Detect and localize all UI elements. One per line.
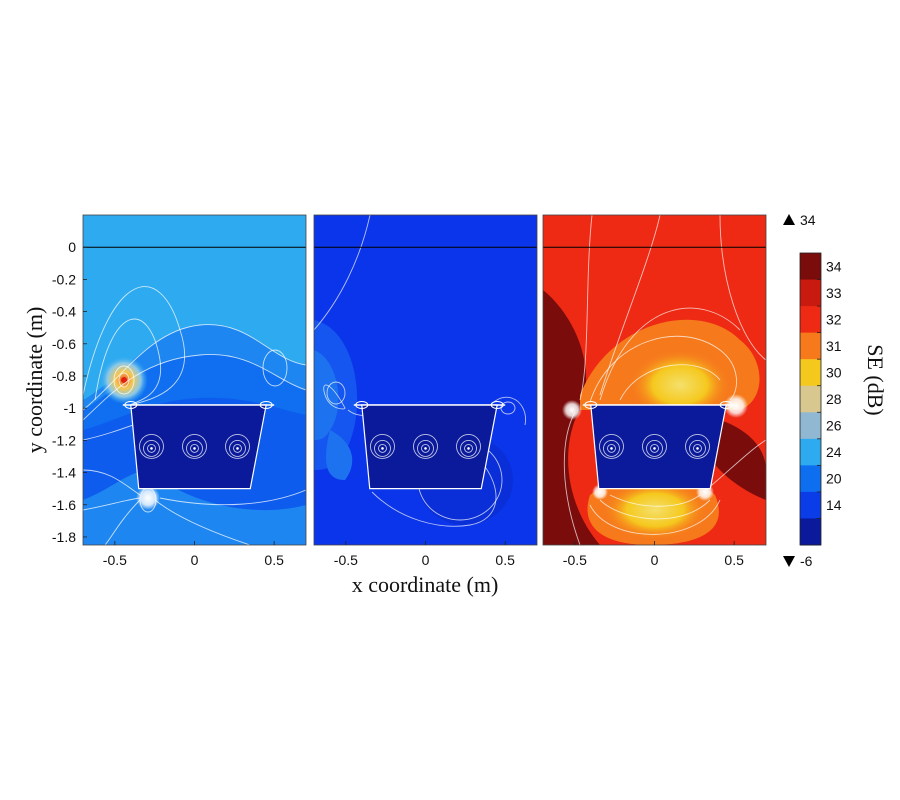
colorbar-tick-label-1: 34 bbox=[826, 258, 842, 274]
panel-a-conductor-2-ring-2 bbox=[186, 439, 203, 457]
colorbar-frame bbox=[799, 252, 822, 546]
colorbar-tick-label-2: 33 bbox=[826, 285, 842, 301]
y-tick-label-8: -1.4 bbox=[52, 465, 76, 481]
panel-c-conductor-1-ring-3 bbox=[607, 443, 616, 453]
panel-a-conductor-2 bbox=[193, 447, 196, 450]
panel-c-conductor-1-ring-1 bbox=[599, 433, 624, 459]
colorbar-tick-label-6: 28 bbox=[826, 391, 842, 407]
y-tick-label-4: -0.6 bbox=[52, 336, 76, 352]
panel-c-conductor-3-ring-2 bbox=[689, 439, 706, 457]
y-tick-label-1: 0 bbox=[68, 239, 76, 255]
panel-c-conductor-1 bbox=[610, 447, 613, 450]
panel-b-conductor-2 bbox=[424, 447, 427, 450]
panel-c-conductor-3 bbox=[696, 447, 699, 450]
panel-b-conductor-2-ring-1 bbox=[413, 433, 438, 459]
y-tick-label-5: -0.8 bbox=[52, 368, 76, 384]
panel-a bbox=[83, 215, 306, 545]
y-tick-label-3: -0.4 bbox=[52, 304, 76, 320]
colorbar-tick-label-9: 20 bbox=[826, 471, 842, 487]
panel-a-conductor-3-ring-2 bbox=[229, 439, 246, 457]
panel-a-conductor-3-ring-3 bbox=[233, 443, 242, 453]
colorbar-tick-label-3: 32 bbox=[826, 311, 842, 327]
colorbar-swatch-8 bbox=[800, 438, 821, 466]
panel-c bbox=[543, 215, 766, 545]
colorbar-swatch-4 bbox=[800, 332, 821, 360]
y-tick-label-9: -1.6 bbox=[52, 497, 76, 513]
panel-b-x-tick-label-2: 0 bbox=[422, 552, 430, 568]
panel-c-conductor-2 bbox=[653, 447, 656, 450]
colorbar-tick-label-5: 30 bbox=[826, 364, 842, 380]
colorbar-over-marker bbox=[783, 214, 795, 225]
panel-b-x-tick-label-3: 0.5 bbox=[495, 552, 515, 568]
colorbar-swatch-7 bbox=[800, 412, 821, 440]
colorbar-swatch-5 bbox=[800, 359, 821, 387]
y-tick-label-6: -1 bbox=[64, 400, 77, 416]
panel-b-conductor-1-ring-1 bbox=[370, 433, 395, 459]
panel-b-conductor-2-ring-2 bbox=[417, 439, 434, 457]
panel-a-conductor-1 bbox=[150, 447, 153, 450]
panel-a-conductor-1-ring-1 bbox=[139, 433, 164, 459]
panel-a-conductor-3-ring-1 bbox=[225, 433, 250, 459]
colorbar-tick-label-7: 26 bbox=[826, 418, 842, 434]
y-axis-title: y coordinate (m) bbox=[22, 307, 47, 454]
panel-c-lower-lobe bbox=[603, 480, 707, 540]
panel-c-conductor-3-ring-1 bbox=[685, 433, 710, 459]
colorbar-over-label: 34 bbox=[800, 212, 816, 228]
panel-a-conductor-2-ring-3 bbox=[190, 443, 199, 453]
panel-a-conductor-3 bbox=[236, 447, 239, 450]
panel-b-conductor-2-ring-3 bbox=[421, 443, 430, 453]
panel-c-conductor-2-ring-1 bbox=[642, 433, 667, 459]
panel-c-conductor-3-ring-3 bbox=[693, 443, 702, 453]
panel-b-conductor-1 bbox=[381, 447, 384, 450]
y-tick-label-7: -1.2 bbox=[52, 432, 76, 448]
panel-a-conductor-2-ring-1 bbox=[182, 433, 207, 459]
colorbar-title: SE (dB) bbox=[863, 344, 888, 416]
colorbar-swatch-9 bbox=[800, 465, 821, 493]
panel-b-conductor-1-ring-2 bbox=[374, 439, 391, 457]
colorbar-swatch-3 bbox=[800, 306, 821, 334]
panel-c-x-tick-label-3: 0.5 bbox=[724, 552, 744, 568]
panel-b bbox=[314, 215, 537, 545]
y-tick-label-2: -0.2 bbox=[52, 271, 76, 287]
panel-a-conductor-1-ring-3 bbox=[147, 443, 156, 453]
panel-b-conductor-3 bbox=[467, 447, 470, 450]
panel-c-contour-lines bbox=[563, 215, 766, 545]
y-tick-label-10: -1.8 bbox=[52, 529, 76, 545]
colorbar-tick-label-8: 24 bbox=[826, 444, 842, 460]
panel-c-conductor-2-ring-3 bbox=[650, 443, 659, 453]
panel-c-x-tick-label-2: 0 bbox=[651, 552, 659, 568]
panel-a-x-tick-label-1: -0.5 bbox=[103, 552, 127, 568]
colorbar-swatch-6 bbox=[800, 385, 821, 413]
panel-c-conductor-2-ring-2 bbox=[646, 439, 663, 457]
colorbar-swatch-10 bbox=[800, 491, 821, 519]
panel-a-contour-lines bbox=[83, 286, 306, 545]
panel-c-contours bbox=[543, 215, 766, 545]
panel-b-x-tick-label-1: -0.5 bbox=[334, 552, 358, 568]
x-axis-title: x coordinate (m) bbox=[352, 572, 499, 597]
panel-b-conductor-3-ring-1 bbox=[456, 433, 481, 459]
panel-a-hot-center bbox=[121, 377, 127, 383]
colorbar-tick-label-4: 31 bbox=[826, 338, 842, 354]
colorbar-swatch-2 bbox=[800, 279, 821, 307]
colorbar-under-label: -6 bbox=[800, 553, 813, 569]
panel-c-conductor-1-ring-2 bbox=[603, 439, 620, 457]
panel-b-conductor-3-ring-2 bbox=[460, 439, 477, 457]
colorbar-swatch-1 bbox=[800, 253, 821, 281]
colorbar-swatch-11 bbox=[800, 518, 821, 546]
panel-c-x-tick-label-1: -0.5 bbox=[563, 552, 587, 568]
panel-b-conductor-1-ring-3 bbox=[378, 443, 387, 453]
colorbar-under-marker bbox=[783, 556, 795, 567]
panel-b-conductor-3-ring-3 bbox=[464, 443, 473, 453]
panel-a-x-tick-label-2: 0 bbox=[191, 552, 199, 568]
panel-a-x-tick-label-3: 0.5 bbox=[264, 552, 284, 568]
panel-a-conductor-1-ring-2 bbox=[143, 439, 160, 457]
colorbar-tick-label-10: 14 bbox=[826, 497, 842, 513]
panel-c-upper-lobe bbox=[630, 350, 730, 420]
